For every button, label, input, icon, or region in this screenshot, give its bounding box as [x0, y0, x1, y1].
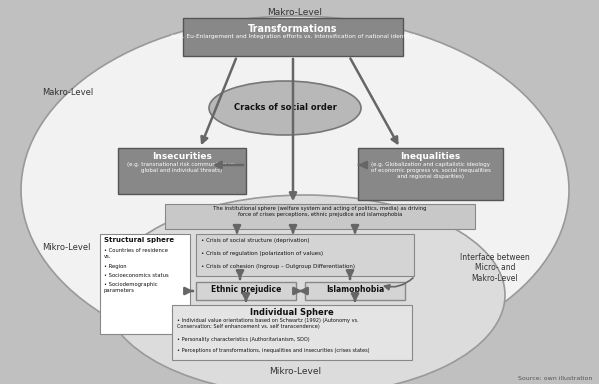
- Text: Ethnic prejudice: Ethnic prejudice: [211, 285, 281, 294]
- Text: (e.g. transnational risk communities vs.
global and individual threats): (e.g. transnational risk communities vs.…: [127, 162, 237, 173]
- Text: (e.g. Eu-Enlargement and Integration efforts vs. Intensification of national ide: (e.g. Eu-Enlargement and Integration eff…: [171, 34, 415, 39]
- Bar: [358, 148, 503, 200]
- Text: Insecurities: Insecurities: [152, 152, 212, 161]
- Text: The institutional sphere (welfare system and acting of politics, media) as drivi: The institutional sphere (welfare system…: [213, 206, 426, 217]
- Text: Structural sphere: Structural sphere: [104, 237, 174, 243]
- Bar: [172, 305, 412, 360]
- Text: Mikro-Level: Mikro-Level: [269, 367, 321, 376]
- Text: Source: own illustration: Source: own illustration: [518, 376, 592, 381]
- Bar: [165, 204, 475, 229]
- Text: Makro-Level: Makro-Level: [42, 88, 93, 97]
- Text: • Countries of residence
vs.: • Countries of residence vs.: [104, 248, 168, 259]
- Text: • Crisis of social structure (deprivation): • Crisis of social structure (deprivatio…: [201, 238, 310, 243]
- Text: • Individual value orientations based on Schwartz (1992) (Autonomy vs.
Conservat: • Individual value orientations based on…: [177, 318, 359, 329]
- Ellipse shape: [105, 195, 505, 384]
- Text: • Personality characteristics (Authoritarianism, SDO): • Personality characteristics (Authorita…: [177, 337, 310, 342]
- Bar: [118, 148, 246, 194]
- Text: • Perceptions of transformations, inequalities and insecurities (crises states): • Perceptions of transformations, inequa…: [177, 348, 370, 353]
- Bar: [305, 282, 405, 300]
- Text: • Region: • Region: [104, 264, 126, 269]
- Bar: [196, 282, 296, 300]
- Text: Interface between
Micro- and
Makro-Level: Interface between Micro- and Makro-Level: [460, 253, 530, 283]
- Text: Individual Sphere: Individual Sphere: [250, 308, 334, 317]
- Text: Inequalities: Inequalities: [400, 152, 461, 161]
- Bar: [183, 18, 403, 56]
- Text: (e.g. Globalization and capitalistic ideology
of economic progress vs. social in: (e.g. Globalization and capitalistic ide…: [371, 162, 491, 179]
- Text: Cracks of social order: Cracks of social order: [234, 104, 337, 113]
- Text: Transformations: Transformations: [248, 24, 338, 34]
- Bar: [100, 234, 190, 334]
- Text: Mikro-Level: Mikro-Level: [42, 243, 90, 252]
- Text: • Crisis of cohesion (Ingroup – Outgroup Differentiation): • Crisis of cohesion (Ingroup – Outgroup…: [201, 264, 355, 269]
- Text: • Socioeconomics status: • Socioeconomics status: [104, 273, 169, 278]
- Text: • Sociodemographic
parameters: • Sociodemographic parameters: [104, 282, 158, 293]
- Text: Islamophobia: Islamophobia: [326, 285, 384, 294]
- Bar: [196, 234, 414, 276]
- Text: • Crisis of regulation (polarization of values): • Crisis of regulation (polarization of …: [201, 251, 323, 256]
- Text: Makro-Level: Makro-Level: [268, 8, 322, 17]
- Ellipse shape: [209, 81, 361, 135]
- Ellipse shape: [21, 16, 569, 364]
